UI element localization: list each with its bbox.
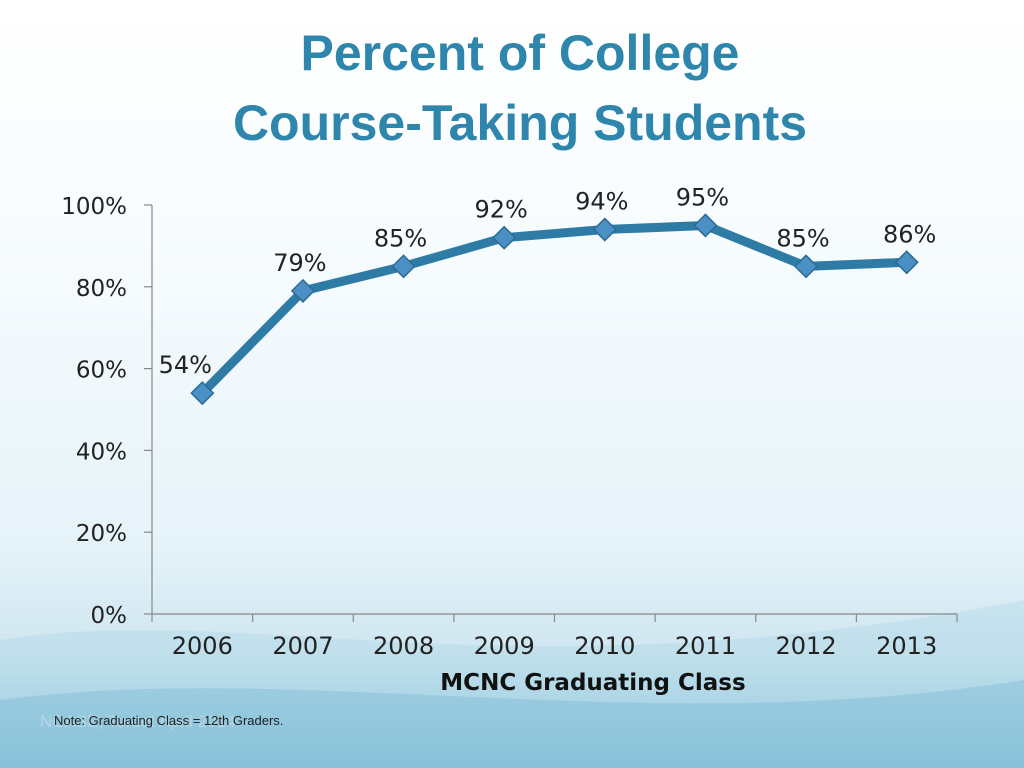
y-tick-label: 100%: [61, 194, 127, 220]
x-tick-label: 2009: [474, 632, 535, 660]
x-tick-label: 2011: [675, 632, 736, 660]
x-tick-label: 2008: [373, 632, 434, 660]
title-line-2: Course-Taking Students: [232, 95, 808, 151]
data-label: 92%: [475, 196, 528, 224]
data-label: 85%: [374, 224, 427, 252]
data-label: 95%: [676, 183, 729, 211]
data-point-marker: [794, 254, 819, 279]
y-tick-label: 0%: [91, 603, 128, 629]
x-tick-label: 2012: [776, 632, 837, 660]
data-point-marker: [290, 278, 315, 303]
x-tick-label: 2010: [574, 632, 635, 660]
data-label: 94%: [575, 188, 628, 216]
y-tick-label: 80%: [76, 276, 127, 302]
page-title: Percent of College Course-Taking Student…: [0, 18, 1024, 158]
data-point-marker: [592, 217, 617, 242]
data-point-marker: [492, 225, 517, 250]
data-point-marker: [894, 250, 919, 275]
data-label: 86%: [883, 220, 936, 248]
x-tick-label: 2007: [272, 632, 333, 660]
data-point-marker: [190, 381, 215, 406]
y-tick-label: 60%: [76, 358, 127, 384]
x-tick-label: 2013: [876, 632, 937, 660]
x-tick-label: 2006: [172, 632, 233, 660]
footer-text: NCASE, Torbet April 2014: [40, 712, 236, 731]
x-axis-title: MCNC Graduating Class: [440, 670, 745, 696]
y-tick-label: 20%: [76, 521, 127, 547]
chart-note: Note: Graduating Class = 12th Graders.: [54, 713, 284, 728]
series-line: [197, 220, 912, 398]
data-label: 79%: [273, 249, 326, 277]
y-tick-label: 40%: [76, 439, 127, 465]
data-point-marker: [693, 213, 718, 238]
data-point-marker: [391, 254, 416, 279]
title-line-1: Percent of College: [300, 25, 740, 81]
data-label: 54%: [159, 351, 212, 379]
data-label: 85%: [776, 224, 829, 252]
